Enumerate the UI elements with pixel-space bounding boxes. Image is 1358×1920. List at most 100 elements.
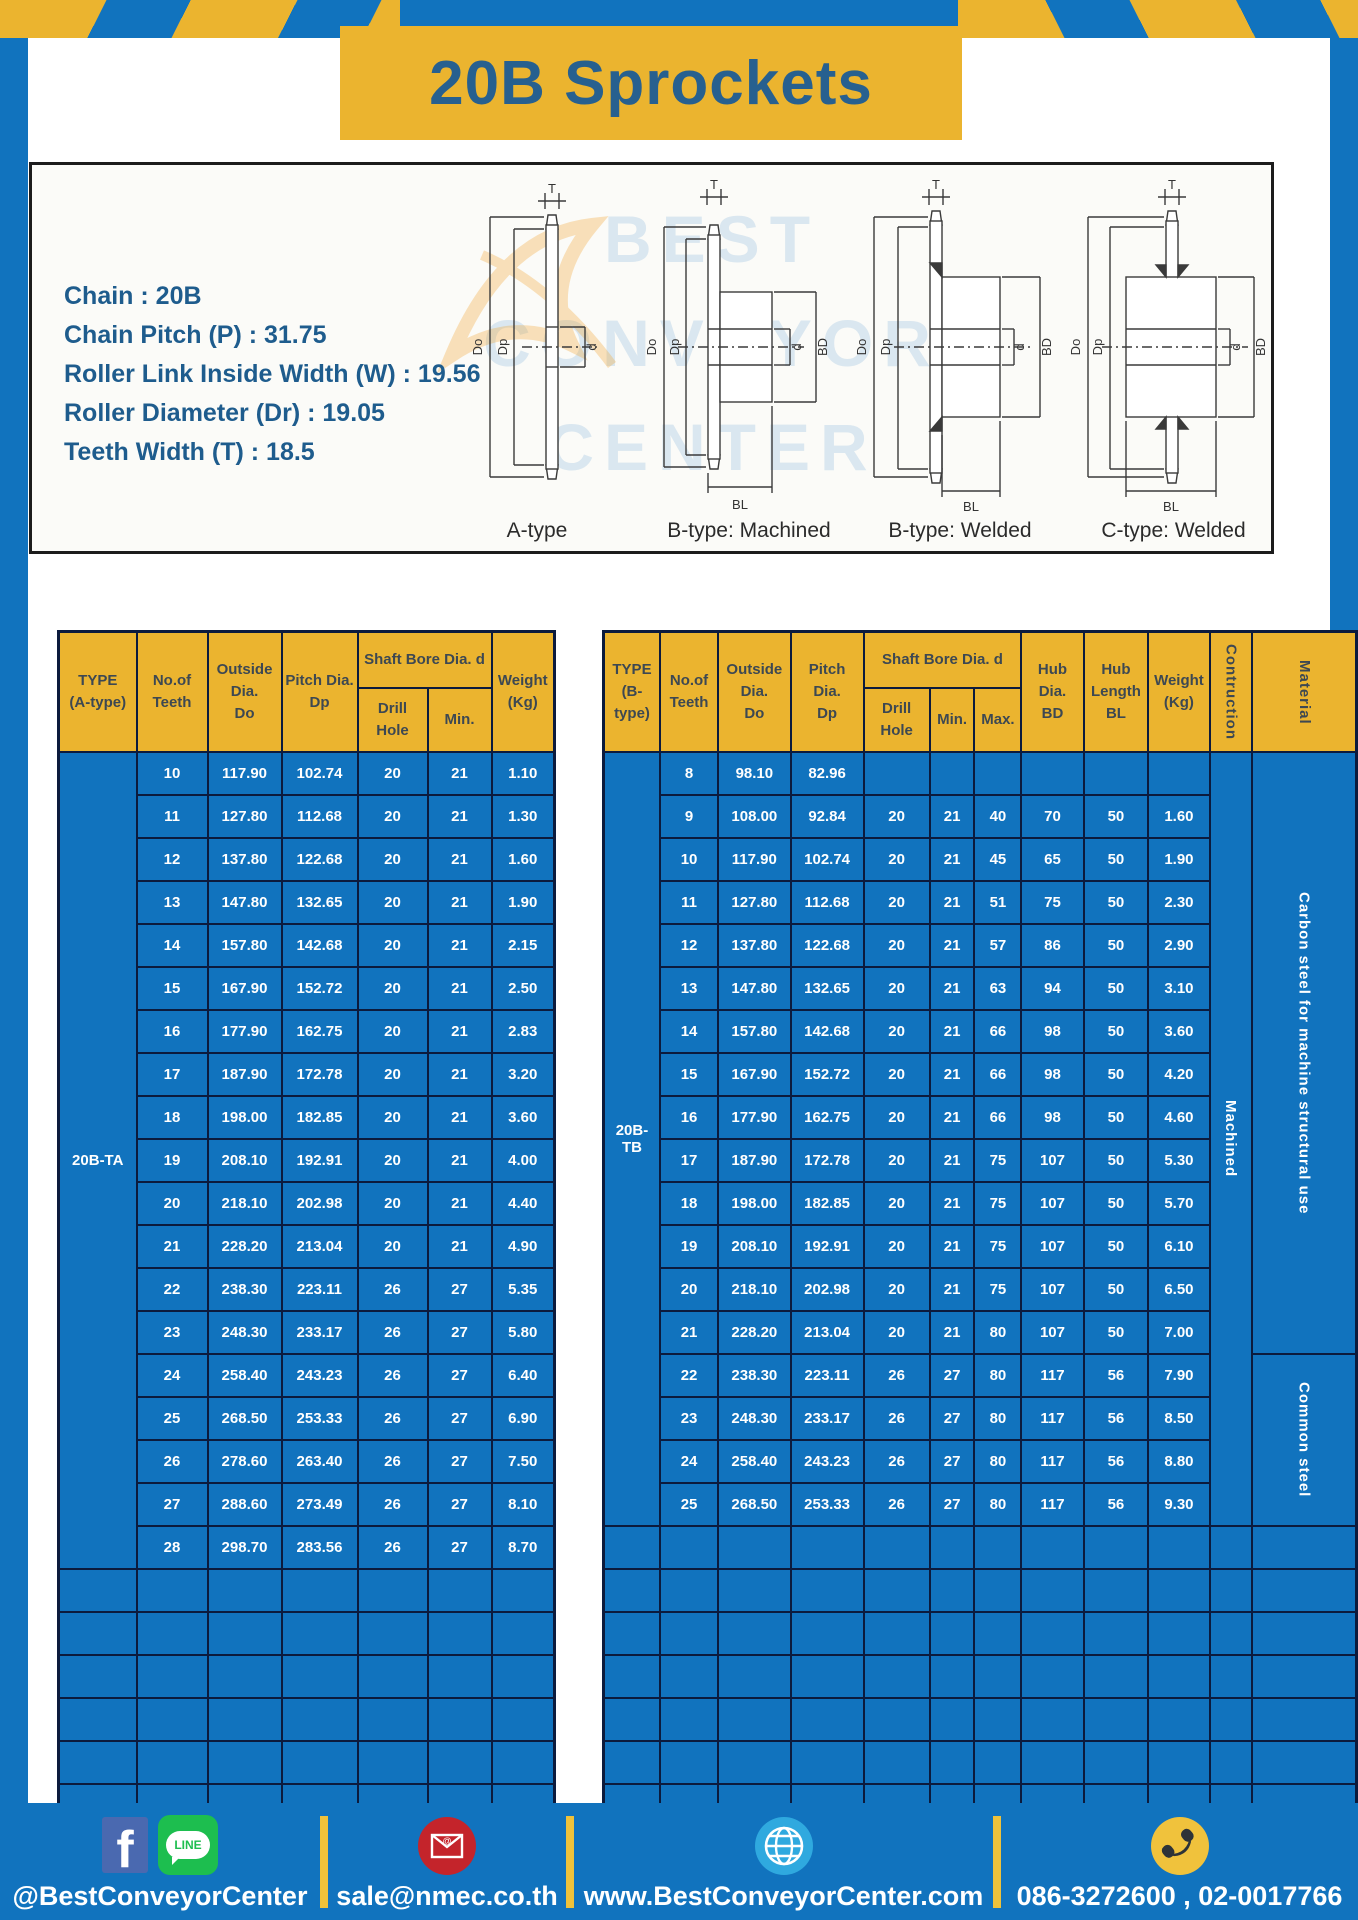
svg-text:BL: BL [963,499,979,514]
facebook-icon[interactable]: f [102,1817,148,1873]
table-cell: 27 [426,1482,493,1527]
table-cell: 50 [1082,794,1150,839]
table-cell: 75 [973,1267,1023,1312]
table-cell: 1.60 [490,837,556,882]
svg-text:BD: BD [1039,338,1054,356]
facebook-letter: f [116,1821,134,1873]
table-cell [928,1525,976,1570]
table-cell: 2.90 [1147,923,1211,968]
table-cell: 27 [426,1525,493,1570]
table-cell: 21 [426,966,493,1011]
table-cell: 187.90 [206,1052,283,1097]
table-cell: 20 [862,794,931,839]
table-cell [602,1654,661,1699]
table-cell: 26 [356,1439,429,1484]
empty-row [57,1568,556,1613]
table-cell: 182.85 [789,1181,865,1226]
table-cell: 233.17 [280,1310,359,1355]
diagram-b-type-machined: T Do Dp d BD BL [644,177,854,543]
phone-text[interactable]: 086-3272600 , 02-0017766 [1016,1881,1343,1911]
table-cell: 20 [356,794,429,839]
table-cell [206,1568,283,1613]
table-cell: 20 [862,1267,931,1312]
table-cell: 20 [862,1138,931,1183]
table-cell: 21 [928,923,976,968]
table-cell: 21 [928,966,976,1011]
table-cell: 243.23 [789,1439,865,1484]
table-cell [426,1697,493,1742]
table-cell [1147,1740,1211,1785]
col-header-weight: Weight (Kg) [1147,630,1211,753]
table-cell: 23 [658,1396,720,1441]
table-cell: 20 [862,1095,931,1140]
svg-text:Dp: Dp [878,339,893,356]
footer-email-section[interactable]: @ sale@nmec.co.th [328,1803,566,1920]
table-cell [1082,1525,1150,1570]
table-cell: 20 [356,1009,429,1054]
table-cell: 162.75 [789,1095,865,1140]
table-cell: 98 [1020,1009,1085,1054]
table-cell: 26 [862,1353,931,1398]
svg-text:T: T [1168,177,1176,192]
table-cell: 24 [135,1353,209,1398]
table-cell [1250,1611,1358,1656]
email-icon[interactable]: @ [418,1817,476,1875]
svg-text:Dp: Dp [667,339,682,356]
table-cell [973,1654,1023,1699]
phone-icon[interactable] [1150,1817,1209,1875]
table-cell: 117 [1020,1482,1085,1527]
table-cell [602,1611,661,1656]
table-cell: 21 [426,1095,493,1140]
table-cell: 21 [928,1009,976,1054]
table-cell: 20 [356,1138,429,1183]
type-cell: 20B-TA [57,751,138,1570]
table-cell: 16 [658,1095,720,1140]
table-cell [928,1568,976,1613]
table-cell [862,1568,931,1613]
table-cell: 3.60 [490,1095,556,1140]
col-header-pitch-dia: Pitch Dia. Dp [280,630,359,753]
table-cell: 26 [356,1267,429,1312]
table-cell: 28 [135,1525,209,1570]
table-cell [658,1654,720,1699]
table-cell [789,1697,865,1742]
table-cell: 238.30 [206,1267,283,1312]
svg-text:BD: BD [1253,338,1268,356]
line-app-icon[interactable]: LINE [158,1815,218,1875]
table-cell [928,1740,976,1785]
table-cell: 5.35 [490,1267,556,1312]
globe-icon[interactable] [754,1817,813,1875]
website-text[interactable]: www.BestConveyorCenter.com [583,1881,984,1911]
table-cell: 6.10 [1147,1224,1211,1269]
footer-website-section[interactable]: www.BestConveyorCenter.com [574,1803,993,1920]
table-cell: 238.30 [717,1353,792,1398]
table-cell: 112.68 [280,794,359,839]
table-cell [280,1654,359,1699]
table-cell: 75 [1020,880,1085,925]
svg-text:T: T [932,177,940,192]
social-handle-text[interactable]: @BestConveyorCenter [12,1881,308,1911]
svg-text:d: d [789,343,804,350]
sprocket-drawing-b-machined: T Do Dp d BD BL [644,177,830,512]
table-cell: 27 [928,1439,976,1484]
table-row: 13 147.80 132.65 20 21 63 94 50 3.10 [604,966,1357,1011]
table-cell: 258.40 [206,1353,283,1398]
table-cell [1208,1740,1253,1785]
table-cell: 14 [135,923,209,968]
table-cell: 21 [928,1310,976,1355]
table-row: 28 298.70 283.56 26 27 8.70 [59,1525,556,1570]
table-cell: 20 [356,1181,429,1226]
footer-social-section[interactable]: f LINE @BestConveyorCenter [0,1803,320,1920]
email-text[interactable]: sale@nmec.co.th [336,1881,558,1911]
col-header-shaft-bore: Shaft Bore Dia. d [862,630,1023,689]
table-cell: 51 [973,880,1023,925]
table-cell: 27 [928,1396,976,1441]
footer-phone-section[interactable]: 086-3272600 , 02-0017766 [1001,1803,1358,1920]
table-cell: 20 [862,1181,931,1226]
table-a-header: TYPE (A-type) No.of Teeth Outside Dia. D… [57,630,556,753]
table-cell [658,1611,720,1656]
table-cell [602,1568,661,1613]
table-cell [1250,1525,1358,1570]
table-cell: 27 [135,1482,209,1527]
table-cell [356,1697,429,1742]
